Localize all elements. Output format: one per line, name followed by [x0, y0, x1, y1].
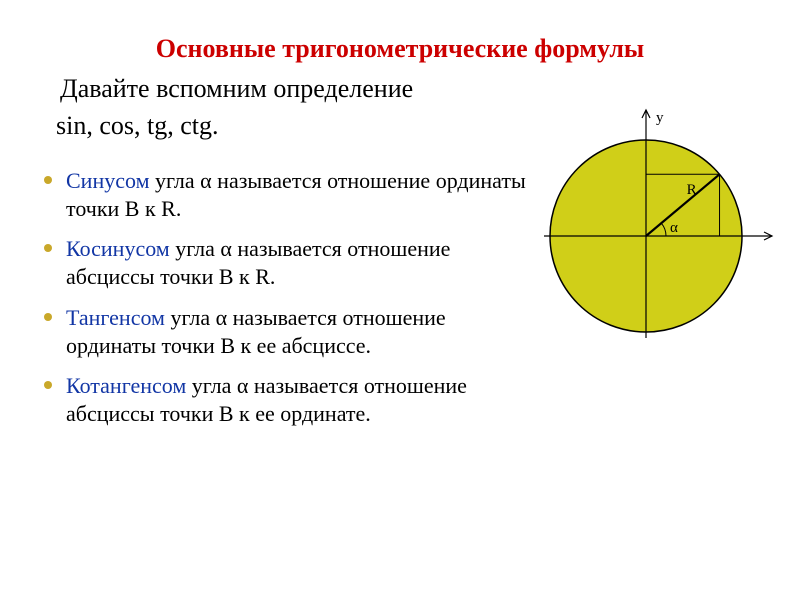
- term-sine: Синусом: [66, 168, 150, 193]
- bullet-item: Котангенсом угла α называется отношение …: [44, 372, 540, 428]
- bullet-item: Косинусом угла α называется отношение аб…: [44, 235, 540, 291]
- svg-text:R: R: [687, 182, 697, 198]
- page-title: Основные тригонометрические формулы: [0, 0, 800, 72]
- unit-circle-diagram: y Rα: [536, 96, 776, 356]
- bullet-item: Синусом угла α называется отношение орди…: [44, 167, 540, 223]
- svg-text:α: α: [670, 220, 678, 236]
- term-cosine: Косинусом: [66, 236, 170, 261]
- term-cotangent: Котангенсом: [66, 373, 186, 398]
- svg-text:y: y: [656, 110, 664, 126]
- term-tangent: Тангенсом: [66, 305, 165, 330]
- bullet-item: Тангенсом угла α называется отношение ор…: [44, 304, 540, 360]
